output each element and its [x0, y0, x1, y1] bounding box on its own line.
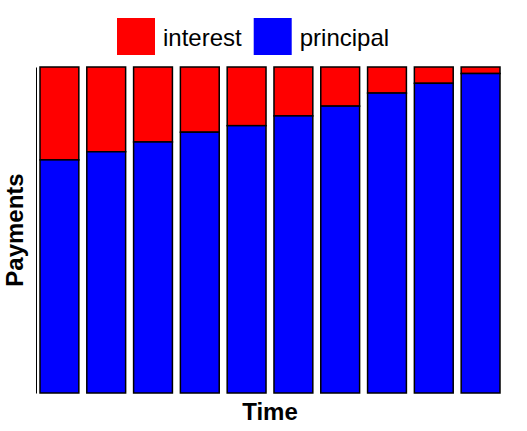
x-axis-title: Time [242, 398, 298, 425]
legend-item: interest [117, 18, 242, 55]
bar-segment [461, 67, 500, 74]
legend-item: principal [254, 18, 389, 55]
chart: Time Payments interest principal [0, 0, 527, 431]
y-axis [36, 68, 37, 394]
y-axis-line [36, 68, 37, 394]
bar-segment [321, 67, 360, 106]
bar-segment [87, 67, 126, 152]
bar-segment [40, 67, 79, 160]
bars [40, 67, 500, 393]
bar-segment [414, 67, 453, 83]
bar-segment [274, 116, 313, 393]
y-axis-title: Payments [1, 173, 28, 286]
bar-segment [368, 93, 407, 393]
bar-segment [87, 152, 126, 393]
bar-segment [180, 132, 219, 393]
bar-segment [461, 74, 500, 393]
bar-segment [368, 67, 407, 93]
bar-segment [321, 106, 360, 393]
bar-segment [227, 67, 266, 126]
legend-swatch [254, 18, 292, 55]
bar-segment [134, 142, 173, 393]
bar-segment [40, 160, 79, 393]
bar-segment [274, 67, 313, 116]
legend-label: principal [300, 24, 389, 51]
legend-swatch [117, 18, 155, 55]
bar-segment [180, 67, 219, 132]
bar-segment [227, 126, 266, 393]
bar-segment [414, 83, 453, 393]
series-1 [40, 74, 500, 393]
bar-segment [134, 67, 173, 142]
legend: interest principal [117, 18, 389, 55]
legend-label: interest [163, 24, 242, 51]
